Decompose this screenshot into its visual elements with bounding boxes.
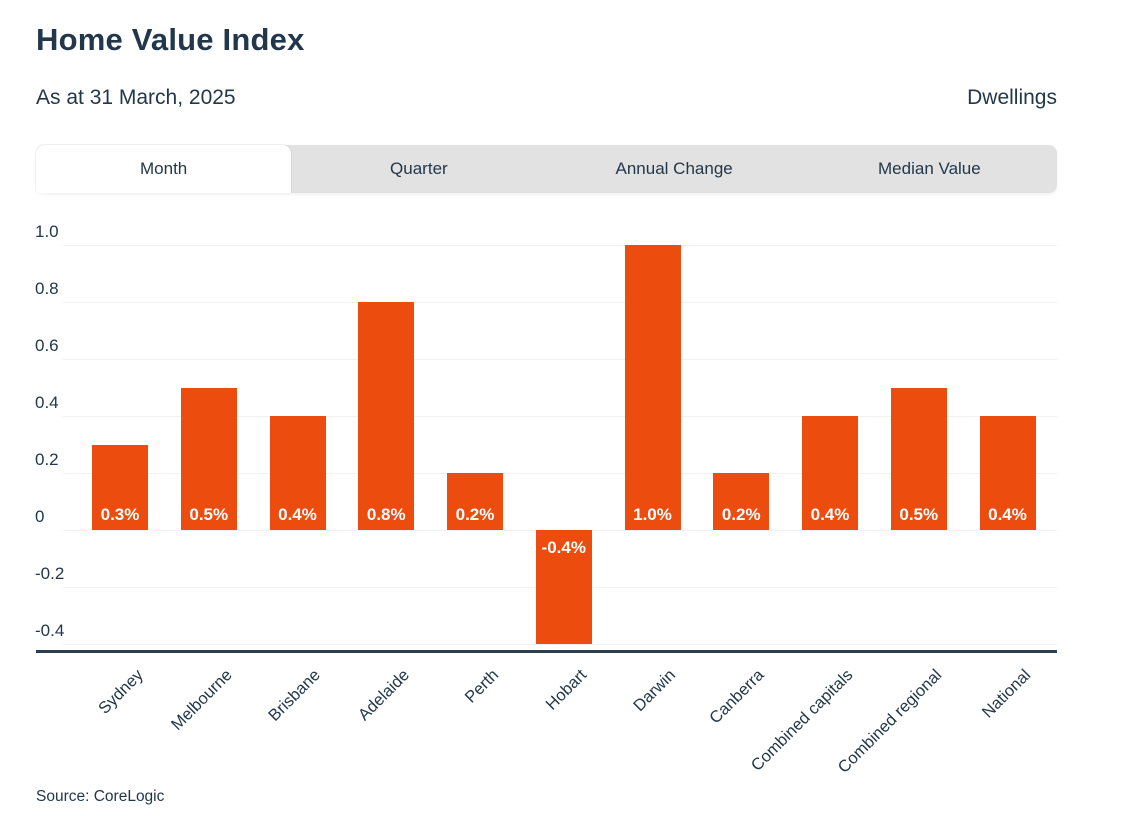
bar-perth[interactable]: 0.2% bbox=[447, 473, 503, 530]
bar-value-label-melbourne: 0.5% bbox=[189, 505, 229, 524]
y-tick-label--0.4: -0.4 bbox=[35, 621, 65, 640]
gridline-0.4 bbox=[63, 416, 1057, 417]
gridline-0.6 bbox=[63, 359, 1057, 360]
gridline-1.0 bbox=[63, 245, 1057, 246]
page-title: Home Value Index bbox=[36, 22, 305, 57]
y-tick-label-1.0: 1.0 bbox=[35, 222, 59, 241]
bar-value-label-adelaide: 0.8% bbox=[366, 505, 406, 524]
gridline-0.2 bbox=[63, 473, 1057, 474]
x-category-label-hobart: Hobart bbox=[542, 666, 591, 714]
bar-value-label-darwin: 1.0% bbox=[633, 505, 672, 524]
gridline-0.8 bbox=[63, 302, 1057, 303]
tab-month[interactable]: Month bbox=[36, 145, 292, 193]
x-category-label-national: National bbox=[978, 666, 1035, 722]
bar-value-label-hobart: -0.4% bbox=[541, 538, 586, 557]
x-category-label-darwin: Darwin bbox=[630, 666, 680, 716]
bar-canberra[interactable]: 0.2% bbox=[713, 473, 770, 530]
bar-value-label-combined-capitals: 0.4% bbox=[810, 505, 850, 524]
x-category-label-sydney: Sydney bbox=[95, 666, 147, 718]
x-category-label-brisbane: Brisbane bbox=[265, 666, 325, 725]
y-tick-label-0.4: 0.4 bbox=[35, 393, 59, 412]
y-tick-label-0: 0 bbox=[35, 507, 45, 526]
x-category-label-canberra: Canberra bbox=[706, 666, 768, 728]
bar-hobart[interactable]: -0.4% bbox=[535, 530, 592, 644]
y-tick-label--0.2: -0.2 bbox=[35, 564, 65, 583]
bar-value-label-combined-regional: 0.5% bbox=[899, 505, 939, 524]
bar-value-label-sydney: 0.3% bbox=[100, 505, 140, 524]
bar-melbourne[interactable]: 0.5% bbox=[180, 387, 237, 530]
x-axis-line bbox=[36, 650, 1057, 653]
bar-brisbane[interactable]: 0.4% bbox=[269, 416, 326, 530]
x-category-label-adelaide: Adelaide bbox=[354, 666, 413, 725]
bar-adelaide[interactable]: 0.8% bbox=[358, 302, 415, 530]
tab-label-annual-change: Annual Change bbox=[615, 159, 733, 178]
x-category-label-melbourne: Melbourne bbox=[167, 666, 236, 734]
as-at-date-label: As at 31 March, 2025 bbox=[36, 86, 236, 109]
tab-bar: Month Quarter Annual Change Median Value bbox=[36, 145, 1057, 193]
bar-darwin[interactable]: 1.0% bbox=[624, 245, 681, 530]
dwellings-label: Dwellings bbox=[967, 86, 1057, 109]
bar-sydney[interactable]: 0.3% bbox=[92, 444, 148, 530]
bar-combined-regional[interactable]: 0.5% bbox=[890, 387, 947, 530]
gridline--0.4 bbox=[63, 644, 1057, 645]
tab-annual-change[interactable]: Annual Change bbox=[547, 145, 802, 193]
tab-median-value[interactable]: Median Value bbox=[802, 145, 1057, 193]
bar-combined-capitals[interactable]: 0.4% bbox=[802, 416, 858, 530]
tab-label-month: Month bbox=[140, 159, 188, 178]
tab-quarter[interactable]: Quarter bbox=[291, 145, 546, 193]
tab-label-median-value: Median Value bbox=[878, 159, 981, 178]
bar-value-label-national: 0.4% bbox=[988, 505, 1027, 524]
bar-value-label-brisbane: 0.4% bbox=[278, 505, 317, 524]
bar-value-label-canberra: 0.2% bbox=[721, 505, 761, 524]
y-tick-label-0.8: 0.8 bbox=[35, 279, 59, 298]
source-label: Source: CoreLogic bbox=[36, 788, 165, 805]
tab-label-quarter: Quarter bbox=[390, 159, 448, 178]
bar-national[interactable]: 0.4% bbox=[979, 416, 1036, 530]
x-category-label-perth: Perth bbox=[461, 666, 502, 707]
y-tick-label-0.6: 0.6 bbox=[35, 336, 59, 355]
bar-value-label-perth: 0.2% bbox=[455, 505, 495, 524]
y-tick-label-0.2: 0.2 bbox=[35, 450, 59, 469]
